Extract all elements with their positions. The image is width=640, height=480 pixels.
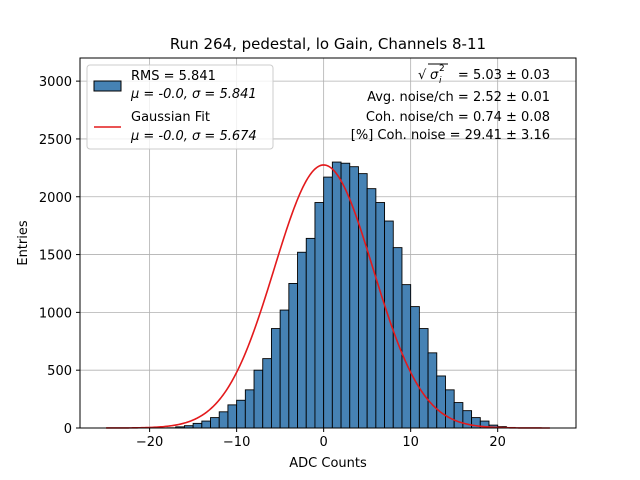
y-tick-label: 1000: [39, 306, 72, 321]
annotation-total-noise: = 5.03 ± 0.03: [458, 68, 550, 83]
legend-histogram-swatch: [93, 80, 122, 92]
histogram-bar: [314, 202, 325, 429]
annotation-avg-noise: Avg. noise/ch = 2.52 ± 0.01: [367, 90, 550, 105]
sigma-symbol: σ: [430, 68, 439, 83]
histogram-bar: [366, 188, 377, 429]
x-tick-label: 10: [402, 435, 419, 450]
annotation-coh-noise: Coh. noise/ch = 0.74 ± 0.08: [366, 110, 550, 125]
y-axis-ticks: 0 500 1000 1500 2000 2500 3000: [39, 75, 80, 437]
histogram-bar: [253, 369, 264, 429]
histogram-bar: [218, 411, 229, 429]
histogram-bar: [288, 283, 298, 429]
x-tick-label: 0: [320, 435, 328, 450]
gaussian-fit: [106, 164, 550, 429]
histogram-bars: [166, 161, 516, 429]
y-tick-label: 2500: [39, 133, 72, 148]
y-axis-label: Entries: [16, 220, 31, 266]
histogram-bar: [227, 404, 238, 429]
histogram-bar: [331, 161, 342, 429]
y-tick-label: 3000: [39, 75, 72, 90]
histogram-bar: [262, 358, 272, 429]
y-tick-label: 2000: [39, 191, 72, 206]
histogram-bar: [201, 420, 211, 429]
histogram-bar: [192, 422, 203, 429]
legend: RMS = 5.841 μ = -0.0, σ = 5.841 Gaussian…: [86, 64, 274, 150]
annotations: √ σ i 2 = 5.03 ± 0.03 Avg. noise/ch = 2.…: [351, 63, 550, 143]
x-axis-ticks: −20 −10 0 10 20: [136, 428, 506, 450]
histogram-bar: [418, 328, 429, 429]
coherent-noise-total: √ σ i 2 = 5.03 ± 0.03: [418, 63, 550, 86]
histogram-bar: [210, 417, 220, 429]
annotation-coh-noise-percent: [%] Coh. noise = 29.41 ± 3.16: [351, 128, 550, 143]
histogram-bar: [410, 306, 420, 429]
sigma-subscript: i: [439, 76, 442, 86]
histogram-bar: [236, 399, 246, 429]
histogram-bar: [279, 309, 290, 429]
histogram-bar: [436, 375, 446, 429]
histogram-bar: [384, 220, 394, 429]
histogram-bar: [349, 166, 359, 429]
sigma-superscript: 2: [439, 64, 445, 74]
x-tick-label: 20: [489, 435, 506, 450]
histogram-bar: [270, 328, 281, 429]
x-tick-label: −10: [223, 435, 250, 450]
sqrt-symbol: √: [418, 68, 427, 83]
legend-box: [86, 64, 274, 150]
histogram-bar: [445, 389, 455, 429]
y-tick-label: 1500: [39, 249, 72, 264]
histogram-bar: [305, 237, 316, 429]
histogram-bar: [453, 402, 464, 429]
y-tick-label: 500: [47, 364, 72, 379]
histogram-bar: [375, 202, 386, 429]
legend-histogram-label-line2: μ = -0.0, σ = 5.841: [130, 87, 257, 102]
x-tick-label: −20: [136, 435, 163, 450]
histogram-bar: [297, 251, 307, 429]
x-axis-label: ADC Counts: [289, 456, 367, 471]
histogram-bar: [244, 389, 255, 429]
histogram-bar: [358, 173, 368, 429]
gaussian-fit-curve: [106, 164, 550, 429]
histogram-bar: [323, 176, 333, 429]
legend-fit-label-line2: μ = -0.0, σ = 5.674: [130, 129, 257, 144]
legend-fit-label: Gaussian Fit: [131, 110, 210, 125]
plot-frame: [79, 57, 577, 429]
histogram-bar: [427, 352, 438, 429]
histogram-bar: [392, 247, 403, 429]
legend-histogram-label: RMS = 5.841: [131, 69, 216, 84]
y-tick-label: 0: [64, 422, 72, 437]
histogram-bar: [340, 162, 351, 429]
chart-title: Run 264, pedestal, lo Gain, Channels 8-1…: [170, 35, 486, 53]
